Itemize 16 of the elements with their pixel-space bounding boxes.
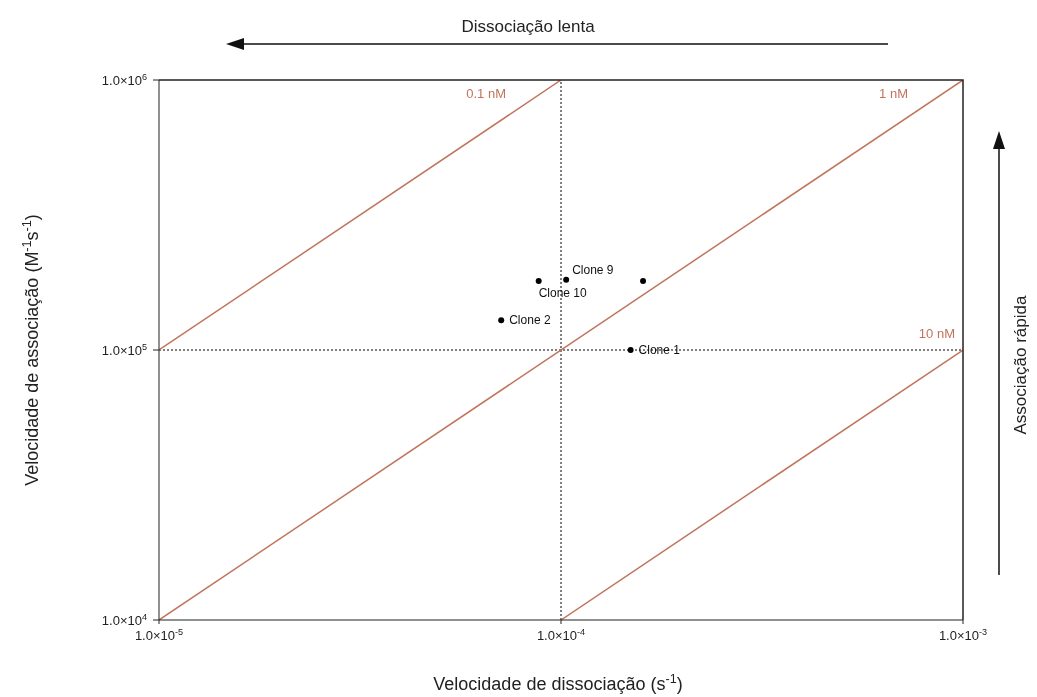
- annotation: Clone 2: [509, 313, 551, 328]
- y-tick-label: 1.0×10$^{5}$: [101, 342, 147, 358]
- series-label: 0.1 nM: [466, 86, 506, 101]
- x-tick-label: 1.0×10$^{-5}$: [134, 627, 184, 643]
- text: Dissociação lenta: [461, 17, 596, 36]
- annotation: Clone 1: [638, 343, 681, 357]
- x-axis-title: Velocidade de dissociação (s$^{-1}$): [433, 672, 683, 694]
- series-label: 1 nM: [879, 86, 908, 101]
- x-tick-label: 1.0×10$^{-4}$: [536, 627, 586, 643]
- text: Associação rápida: [1011, 295, 1030, 435]
- series-label: 10 nM: [918, 326, 955, 341]
- y-tick-label: 1.0×10$^{4}$: [101, 612, 147, 628]
- x-tick-label: 1.0×10$^{-3}$: [938, 627, 988, 643]
- annotation: Clone 10: [538, 286, 588, 301]
- annotation: Clone 9: [572, 262, 614, 277]
- y-tick-label: 1.0×10$^{6}$: [101, 72, 147, 88]
